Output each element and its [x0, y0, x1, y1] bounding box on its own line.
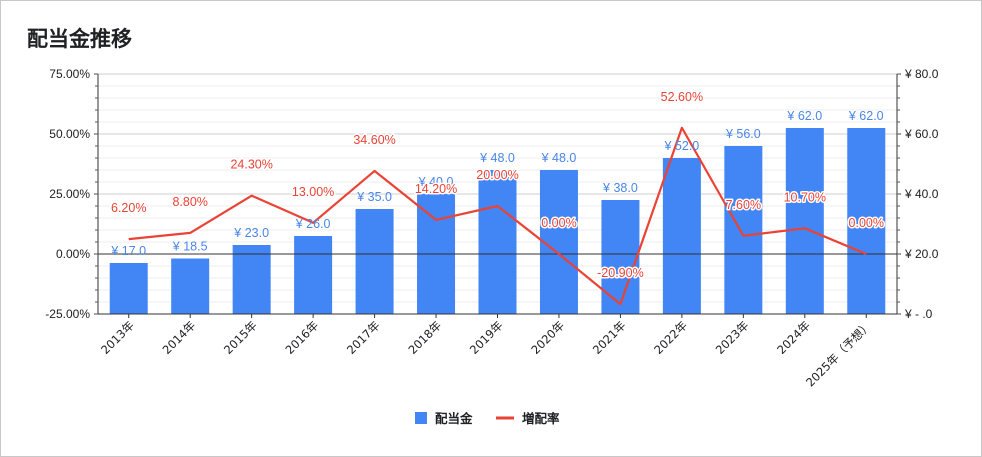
- x-tick-label: 2015年: [221, 318, 260, 357]
- bar-value-label: ¥ 62.0: [848, 109, 884, 123]
- bar-6: [478, 170, 517, 314]
- x-tick-label: 2019年: [467, 318, 506, 357]
- bar-value-label: ¥ 38.0: [602, 181, 638, 195]
- x-tick-label: 2021年: [590, 318, 629, 357]
- x-tick-label: 2017年: [344, 318, 383, 357]
- left-tick-label: 0.00%: [56, 247, 90, 261]
- x-tick-label: 2018年: [405, 318, 444, 357]
- line-value-label: 14.20%: [415, 182, 457, 196]
- line-value-label: 7.60%: [726, 198, 761, 212]
- bar-value-label: ¥ 52.0: [664, 139, 700, 153]
- bar-1: [171, 258, 210, 314]
- bar-12: [847, 128, 886, 314]
- bar-value-label: ¥ 62.0: [786, 109, 822, 123]
- x-tick-label: 2022年: [651, 318, 690, 357]
- legend-line-label: 増配率: [522, 411, 560, 426]
- x-tick-label: 2014年: [160, 318, 199, 357]
- bar-8: [601, 200, 640, 314]
- bar-3: [294, 236, 333, 314]
- line-value-label: 13.00%: [292, 185, 334, 199]
- right-tick-label: ¥ 60.0: [904, 127, 939, 141]
- line-value-label: 6.20%: [111, 201, 146, 215]
- x-tick-label: 2025年（予想）: [803, 318, 874, 389]
- bar-value-label: ¥ 23.0: [233, 226, 269, 240]
- right-tick-label: ¥ 40.0: [904, 187, 939, 201]
- left-tick-label: 25.00%: [49, 187, 90, 201]
- bar-11: [785, 128, 824, 314]
- line-value-label: 8.80%: [172, 195, 207, 209]
- bar-10: [724, 146, 763, 314]
- line-value-label: 0.00%: [541, 216, 576, 230]
- legend-bar-swatch: [415, 412, 427, 424]
- line-series-zouhairitsu: [128, 126, 867, 306]
- x-tick-label: 2020年: [528, 318, 567, 357]
- bar-value-label: ¥ 26.0: [295, 217, 331, 231]
- x-tick-label: 2024年: [774, 318, 813, 357]
- bar-0: [109, 263, 148, 314]
- x-tick-label: 2016年: [283, 318, 322, 357]
- line-value-label: 24.30%: [230, 158, 272, 172]
- bar-value-label: ¥ 18.5: [172, 240, 208, 254]
- line-value-label: 52.60%: [661, 90, 703, 104]
- legend-bar-label: 配当金: [435, 411, 473, 426]
- line-value-label: -20.90%: [597, 266, 644, 280]
- bar-9: [662, 158, 701, 314]
- line-value-label: 20.00%: [476, 168, 518, 182]
- chart-title: 配当金推移: [27, 27, 132, 51]
- x-tick-label: 2013年: [98, 318, 137, 357]
- right-tick-label: ¥ - .0: [904, 307, 933, 321]
- bar-value-label: ¥ 40.0: [418, 175, 454, 189]
- left-tick-label: 50.00%: [49, 127, 90, 141]
- line-value-label: 10.70%: [784, 190, 826, 204]
- line-value-label: 34.60%: [353, 133, 395, 147]
- left-tick-label: 75.00%: [49, 67, 90, 81]
- bar-value-label: ¥ 48.0: [541, 151, 577, 165]
- x-tick-label: 2023年: [713, 318, 752, 357]
- bar-value-label: ¥ 17.0: [110, 244, 146, 258]
- bar-7: [539, 170, 578, 314]
- line-value-label: 0.00%: [849, 216, 884, 230]
- right-tick-label: ¥ 20.0: [904, 247, 939, 261]
- bar-value-label: ¥ 35.0: [356, 190, 392, 204]
- bar-value-label: ¥ 48.0: [479, 151, 515, 165]
- right-tick-label: ¥ 80.0: [904, 67, 939, 81]
- bar-value-label: ¥ 56.0: [725, 127, 761, 141]
- bar-2: [232, 245, 271, 314]
- left-tick-label: -25.00%: [45, 307, 90, 321]
- bar-4: [355, 209, 394, 314]
